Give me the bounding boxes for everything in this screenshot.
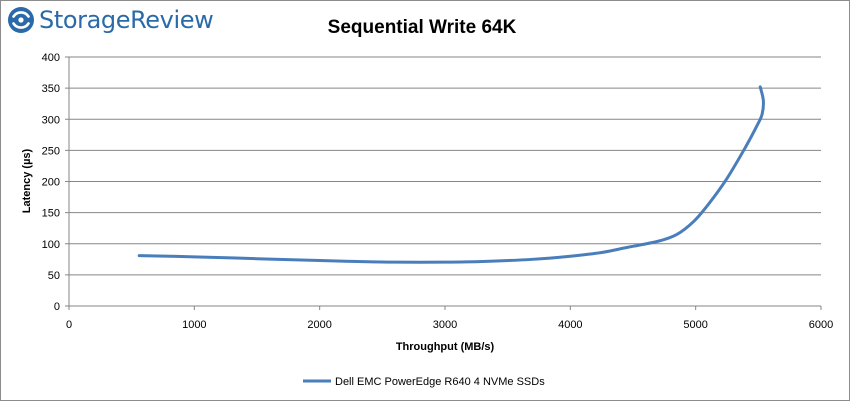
brand-name: StorageReview [39,6,214,34]
y-tick-label: 300 [42,114,60,126]
y-tick-label: 50 [48,270,60,282]
y-tick-label: 150 [42,208,60,220]
x-tick-label: 1000 [182,319,206,331]
legend: Dell EMC PowerEdge R640 4 NVMe SSDs [303,376,545,388]
y-axis-title: Latency (µs) [21,148,33,213]
x-tick-label: 4000 [558,319,582,331]
storagereview-logo-icon [8,7,34,33]
y-tick-label: 250 [42,145,60,157]
y-axis-ticks: 0 50 100 150 200 250 300 350 400 [42,52,69,313]
x-tick-label: 6000 [809,319,833,331]
y-tick-label: 350 [42,83,60,95]
x-tick-label: 2000 [307,319,331,331]
gridlines [69,56,821,276]
y-tick-label: 0 [54,301,60,313]
x-tick-label: 5000 [683,319,707,331]
y-tick-label: 100 [42,239,60,251]
y-tick-label: 200 [42,177,60,189]
chart-title: Sequential Write 64K [328,17,517,38]
y-tick-label: 400 [42,52,60,64]
x-tick-label: 0 [66,319,72,331]
x-axis-title: Throughput (MB/s) [396,341,495,353]
series-group [137,85,765,264]
x-tick-label: 3000 [433,319,457,331]
x-axis-ticks: 0 1000 2000 3000 4000 5000 6000 [66,306,833,331]
storagereview-logo: StorageReview [6,4,214,36]
legend-label: Dell EMC PowerEdge R640 4 NVMe SSDs [335,376,545,388]
series-line [137,85,765,264]
